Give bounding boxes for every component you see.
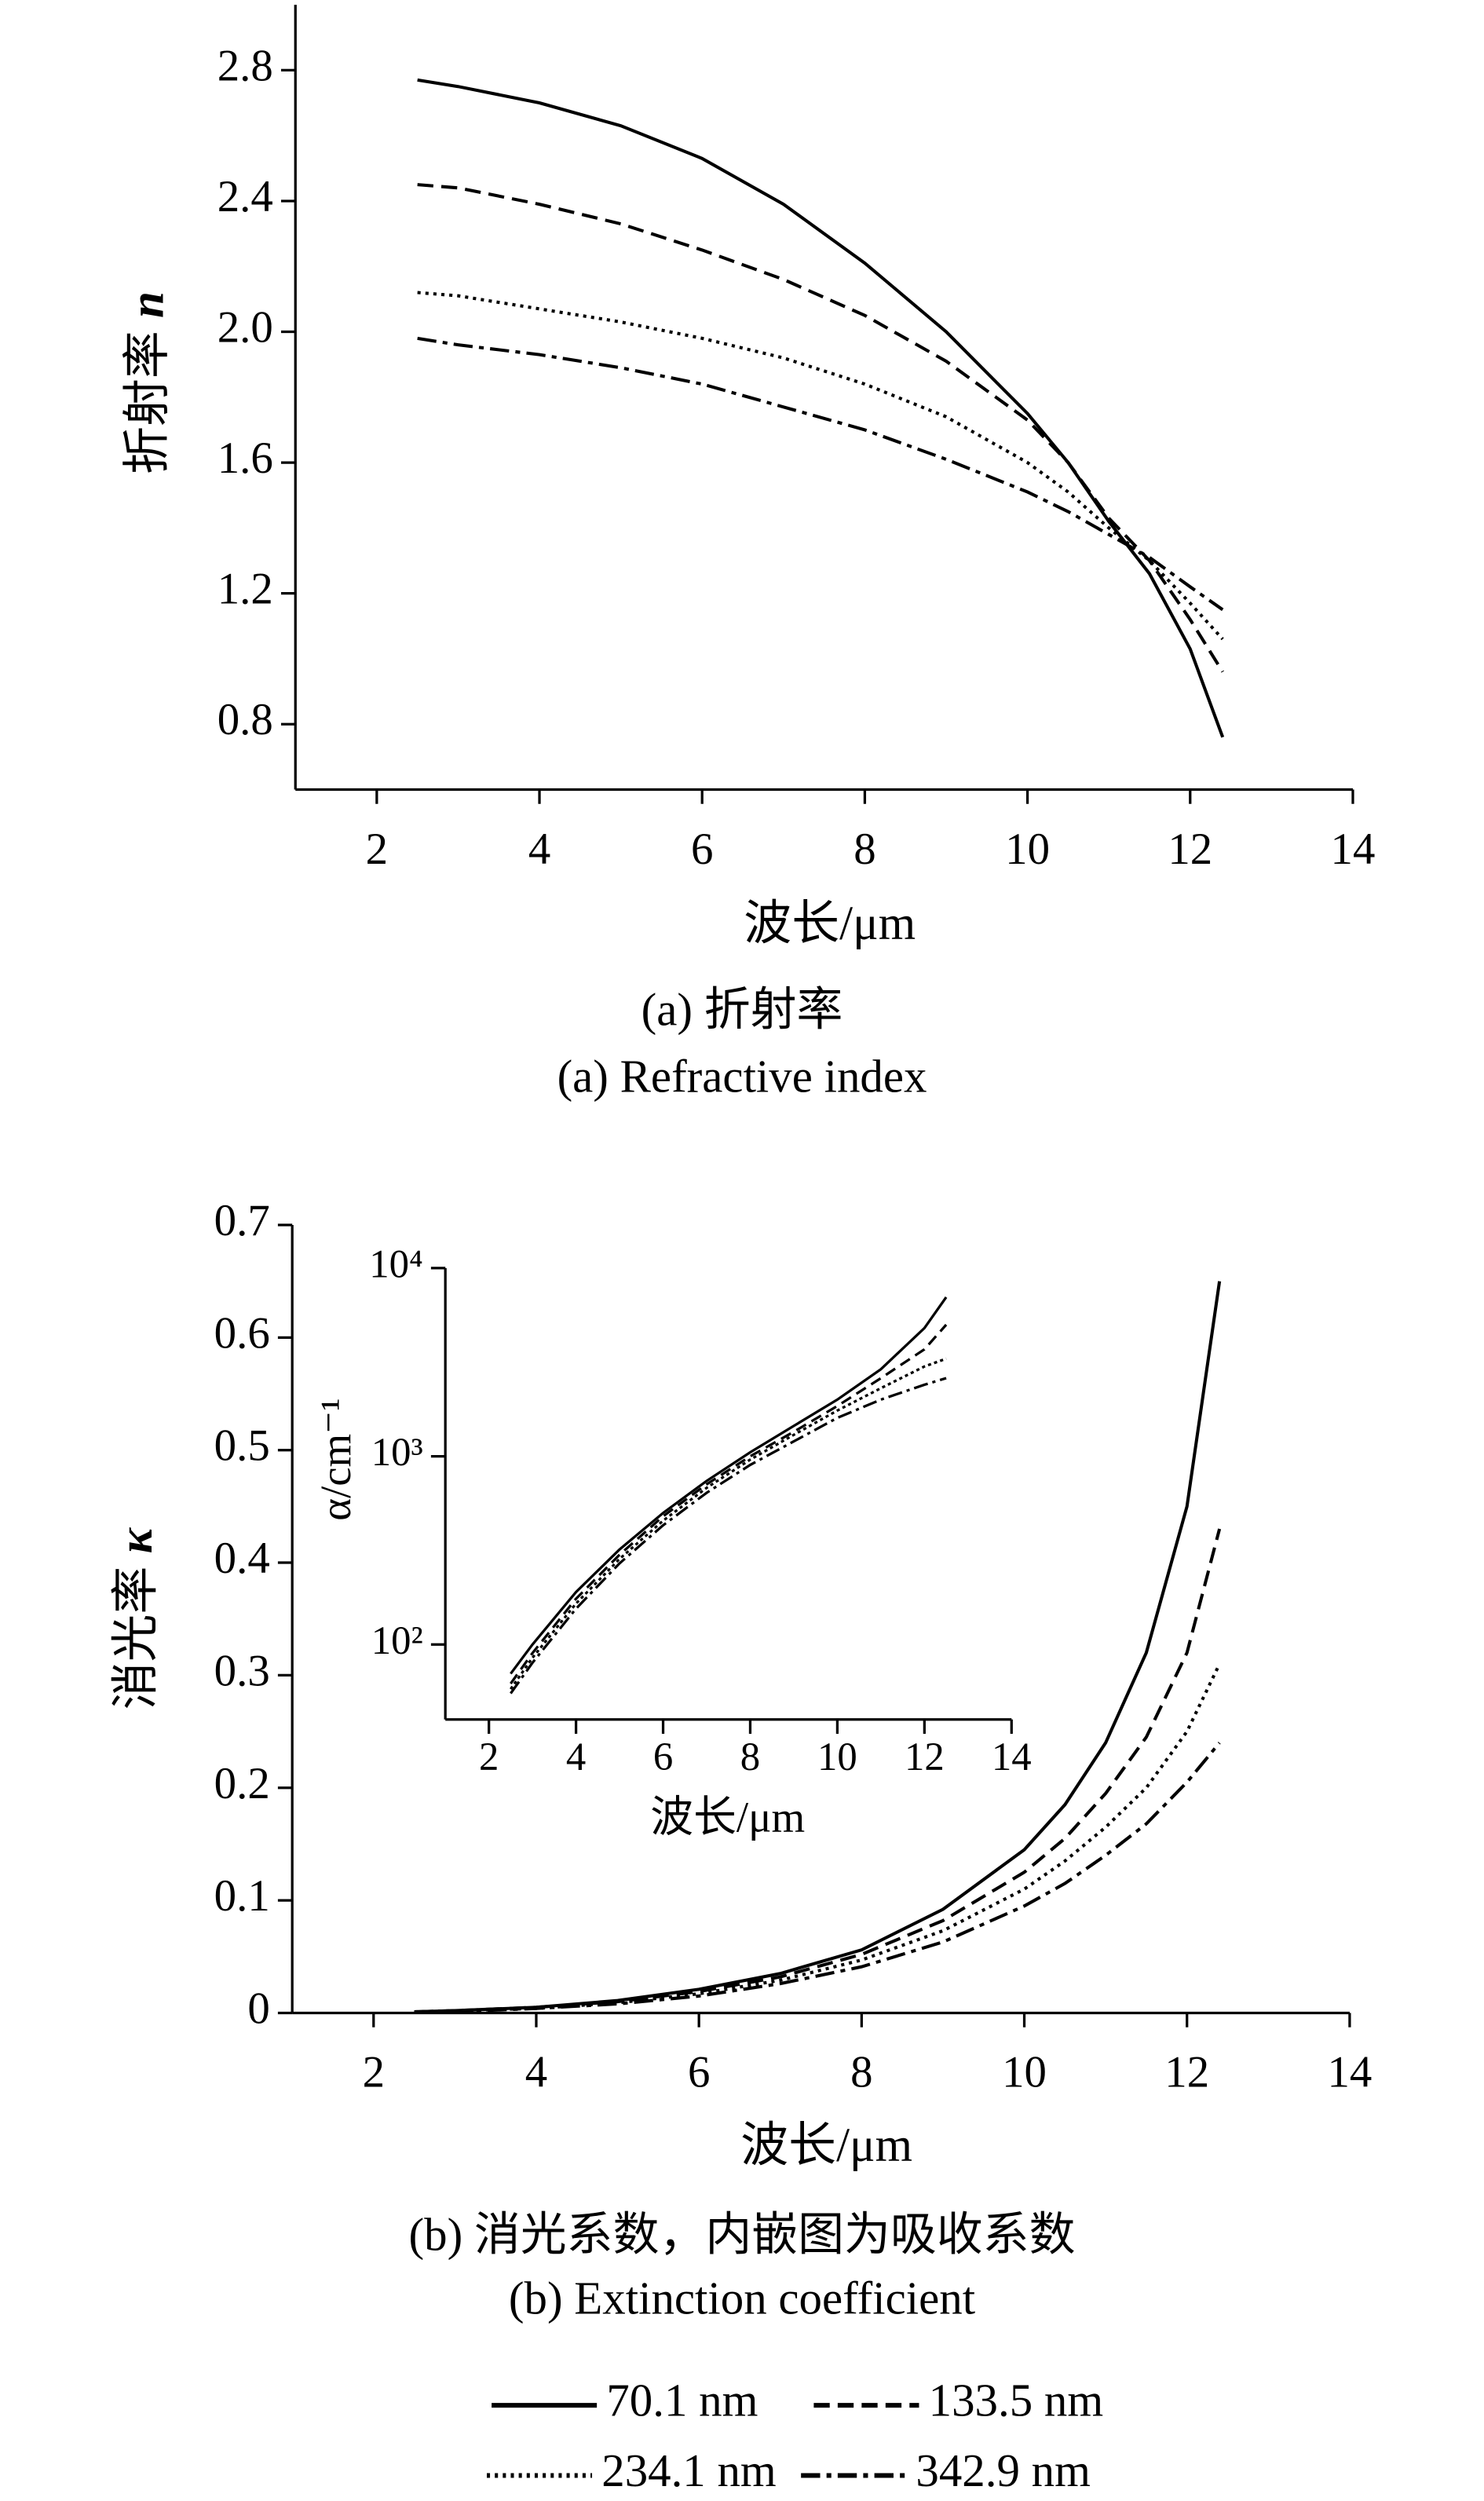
y-axis-label: 消光率 κ xyxy=(110,1527,163,1709)
x-axis-label: 波长/μm xyxy=(740,2119,912,2172)
y-tick-label: 0.2 xyxy=(214,1759,270,1808)
y-axis-label: α/cm⁻¹ xyxy=(312,1398,360,1520)
y-tick-label: 0 xyxy=(247,1984,269,2033)
x-tick-label: 6 xyxy=(688,2048,710,2097)
series-line xyxy=(417,291,1224,641)
x-tick-label: 8 xyxy=(850,2048,872,2097)
x-tick-label: 12 xyxy=(1168,825,1212,874)
y-tick-label: 0.5 xyxy=(214,1421,270,1471)
x-tick-label: 12 xyxy=(1164,2048,1209,2097)
x-tick-label: 12 xyxy=(905,1735,945,1779)
series-line xyxy=(417,336,1224,612)
x-tick-label: 6 xyxy=(653,1735,673,1779)
series-line xyxy=(414,1742,1221,2014)
x-tick-label: 10 xyxy=(1002,2048,1047,2097)
x-tick-label: 2 xyxy=(366,825,388,874)
x-axis-label: 波长/μm xyxy=(650,1793,805,1841)
y-axis-label-text: 折射率 xyxy=(121,331,174,474)
x-tick-label: 4 xyxy=(528,825,550,874)
legend-label: 234.1 nm xyxy=(601,2445,776,2496)
y-axis-label-text: 消光率 xyxy=(110,1567,163,1710)
caption: (b) 消光系数，内嵌图为吸收系数 xyxy=(409,2209,1076,2260)
y-tick-label: 10⁴ xyxy=(369,1242,422,1286)
y-tick-label: 0.3 xyxy=(214,1646,270,1695)
caption: (a) Refractive index xyxy=(557,1051,927,1102)
y-tick-label: 0.6 xyxy=(214,1308,270,1358)
x-tick-label: 8 xyxy=(740,1735,760,1779)
x-tick-label: 6 xyxy=(691,825,713,874)
y-tick-label: 2.8 xyxy=(217,41,273,90)
y-tick-label: 0.1 xyxy=(214,1871,270,1921)
x-tick-label: 14 xyxy=(1331,825,1376,874)
y-tick-label: 0.7 xyxy=(214,1196,270,1245)
x-tick-label: 10 xyxy=(1005,825,1050,874)
series-line xyxy=(417,78,1225,738)
y-tick-label: 10³ xyxy=(371,1430,423,1474)
x-tick-label: 4 xyxy=(525,2048,547,2097)
x-tick-label: 8 xyxy=(853,825,875,874)
y-tick-label: 0.4 xyxy=(214,1534,270,1583)
caption: (b) Extinction coefficient xyxy=(509,2273,976,2324)
series-line xyxy=(414,1281,1222,2014)
legend-label: 342.9 nm xyxy=(916,2445,1090,2496)
series-line xyxy=(510,1296,948,1675)
x-axis-label: 波长/μm xyxy=(744,898,916,950)
x-tick-label: 2 xyxy=(363,2048,385,2097)
series-line xyxy=(510,1377,947,1695)
caption: (a) 折射率 xyxy=(641,984,843,1035)
y-tick-label: 1.6 xyxy=(217,433,273,483)
x-tick-label: 14 xyxy=(992,1735,1032,1779)
y-tick-label: 10² xyxy=(371,1618,423,1662)
series-line xyxy=(510,1323,948,1685)
series-line xyxy=(510,1357,947,1690)
y-axis-label-text: α/cm⁻¹ xyxy=(312,1398,360,1520)
y-axis-label-symbol: n xyxy=(121,291,174,318)
series-line xyxy=(414,1663,1221,2014)
legend-label: 133.5 nm xyxy=(929,2375,1103,2426)
x-tick-label: 14 xyxy=(1327,2048,1372,2097)
legend-label: 70.1 nm xyxy=(606,2375,758,2426)
y-tick-label: 2.4 xyxy=(217,172,273,221)
series-line xyxy=(417,183,1224,673)
y-tick-label: 2.0 xyxy=(217,303,273,353)
y-tick-label: 1.2 xyxy=(217,565,273,614)
y-axis-label-symbol: κ xyxy=(110,1527,163,1553)
x-tick-label: 2 xyxy=(479,1735,499,1779)
y-tick-label: 0.8 xyxy=(217,695,273,744)
y-axis-label: 折射率 n xyxy=(121,291,174,474)
x-tick-label: 10 xyxy=(817,1735,857,1779)
x-tick-label: 4 xyxy=(566,1735,586,1779)
